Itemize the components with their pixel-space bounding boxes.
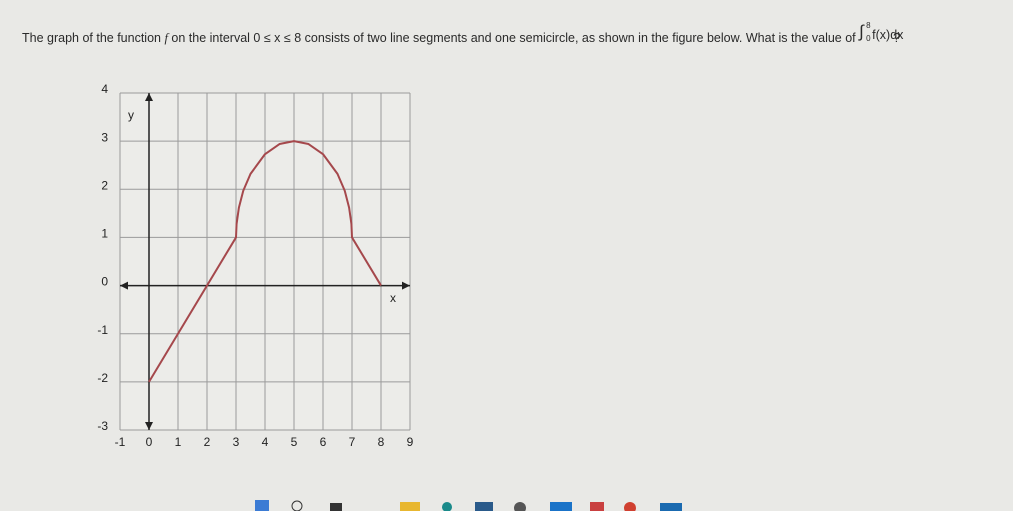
taskbar-icon (291, 500, 303, 511)
y-tick-label: -3 (97, 419, 108, 433)
x-tick-label: 2 (204, 435, 211, 449)
taskbar-icon (475, 502, 493, 511)
question-text: consists of two line segments and one se… (301, 31, 860, 45)
taskbar-icon (400, 502, 420, 511)
y-tick-label: -2 (97, 371, 108, 385)
x-tick-label: 5 (291, 435, 298, 449)
taskbar-icon (330, 503, 342, 511)
x-tick-label: 9 (407, 435, 414, 449)
y-tick-label: 2 (101, 178, 108, 192)
question: The graph of the function f on the inter… (22, 21, 1012, 46)
x-tick-label: -1 (115, 435, 126, 449)
taskbar (255, 500, 682, 511)
integrand: f(x)dx (872, 28, 904, 42)
y-tick-label: 1 (101, 227, 108, 241)
interval: 0 ≤ x ≤ 8 (253, 31, 302, 45)
taskbar-icon (514, 502, 526, 511)
taskbar-icon (624, 502, 636, 511)
question-mark: ? (893, 31, 901, 45)
taskbar-icon (660, 503, 682, 511)
y-tick-label: 3 (101, 130, 108, 144)
taskbar-icon (255, 500, 269, 511)
question-text: The graph of the function (22, 31, 165, 45)
integral-lower: 0 (866, 34, 871, 43)
x-tick-label: 0 (146, 435, 153, 449)
y-axis-label: y (128, 108, 134, 122)
taskbar-icon (442, 502, 452, 511)
x-tick-label: 6 (320, 435, 327, 449)
x-axis-label: x (390, 291, 396, 305)
x-tick-label: 1 (175, 435, 182, 449)
y-tick-label: -1 (97, 323, 108, 337)
x-tick-label: 7 (349, 435, 356, 449)
x-tick-label: 4 (262, 435, 269, 449)
taskbar-icon (550, 502, 572, 511)
y-tick-label: 0 (101, 275, 108, 289)
taskbar-icon (590, 502, 604, 511)
question-text: on the interval (167, 31, 254, 45)
y-tick-label: 4 (101, 82, 108, 96)
function-name: f (164, 31, 168, 45)
x-tick-label: 8 (378, 435, 385, 449)
integral-upper: 8 (866, 21, 871, 30)
integral: ∫ 8 0 f(x)dx (859, 21, 903, 43)
x-tick-label: 3 (233, 435, 240, 449)
function-curve (148, 140, 382, 383)
integral-sign: ∫ (859, 22, 864, 41)
